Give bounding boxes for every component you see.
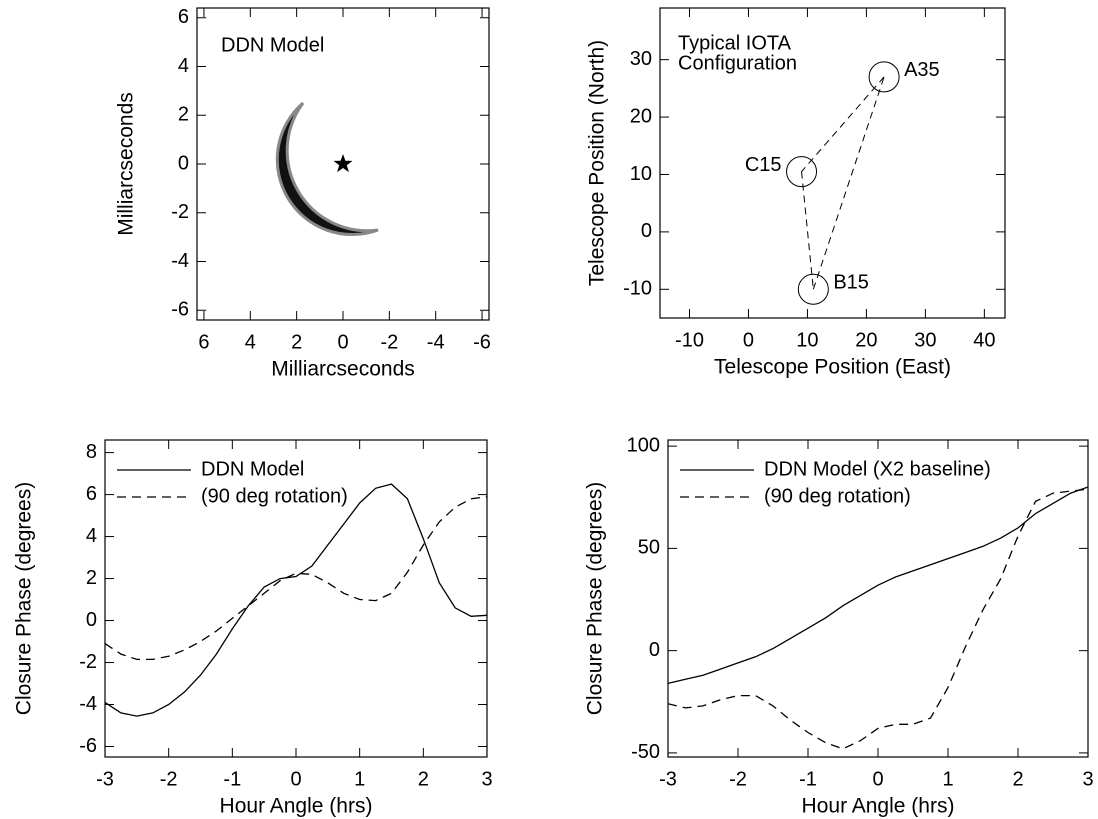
x-tick-label: 3 — [1082, 768, 1093, 790]
y-tick-label: 0 — [649, 639, 660, 661]
telescope — [786, 156, 818, 188]
x-tick-label: 2 — [291, 331, 302, 353]
y-tick-label: 0 — [641, 220, 652, 242]
y-tick-label: -4 — [171, 250, 189, 272]
series-line — [104, 496, 488, 661]
x-tick-label: -2 — [380, 331, 398, 353]
x-axis-label: Milliarcseconds — [271, 358, 415, 381]
y-tick-label: 0 — [86, 609, 97, 631]
star-marker — [333, 154, 353, 173]
y-tick-label: 2 — [178, 104, 189, 126]
x-tick-label: 30 — [914, 329, 936, 351]
y-tick-label: 30 — [630, 48, 652, 70]
x-tick-label: 1 — [354, 768, 365, 790]
series-line — [667, 488, 1089, 750]
x-tick-label: -10 — [675, 329, 704, 351]
y-tick-label: -4 — [79, 693, 97, 715]
x-tick-label: -4 — [427, 331, 445, 353]
legend-label: DDN Model (X2 baseline) — [764, 458, 991, 480]
annotation: DDN Model — [221, 34, 324, 56]
y-tick-label: -2 — [171, 201, 189, 223]
y-tick-label: 4 — [86, 525, 97, 547]
x-tick-label: 0 — [743, 329, 754, 351]
x-axis-label: Hour Angle (hrs) — [220, 795, 373, 818]
x-tick-label: -2 — [160, 768, 178, 790]
annotation: Typical IOTA — [678, 32, 792, 54]
y-tick-label: -50 — [631, 741, 660, 763]
legend-label: DDN Model — [201, 458, 304, 480]
x-tick-label: -1 — [799, 768, 817, 790]
telescope-label: C15 — [745, 154, 782, 176]
y-tick-label: 8 — [86, 441, 97, 463]
y-tick-label: 50 — [638, 537, 660, 559]
x-axis-label: Hour Angle (hrs) — [802, 795, 955, 818]
y-tick-label: -10 — [623, 278, 652, 300]
y-tick-label: 4 — [178, 55, 189, 77]
x-tick-label: -2 — [729, 768, 747, 790]
x-tick-label: 4 — [245, 331, 256, 353]
x-axis-label: Telescope Position (East) — [714, 356, 951, 379]
x-tick-label: 0 — [337, 331, 348, 353]
y-tick-label: 20 — [630, 105, 652, 127]
baseline-link — [812, 76, 885, 290]
series-line — [667, 486, 1089, 685]
telescope-label: B15 — [833, 272, 869, 294]
y-axis-label: Closure Phase (degrees) — [584, 482, 607, 715]
x-tick-label: 20 — [855, 329, 877, 351]
crescent-image — [275, 101, 379, 237]
telescope — [868, 61, 900, 93]
y-tick-label: 10 — [630, 163, 652, 185]
x-tick-label: 1 — [942, 768, 953, 790]
x-tick-label: 3 — [481, 768, 492, 790]
legend-label: (90 deg rotation) — [201, 485, 348, 507]
baseline-link — [801, 76, 885, 172]
y-tick-label: 0 — [178, 152, 189, 174]
y-axis-label: Closure Phase (degrees) — [13, 482, 36, 715]
y-tick-label: -2 — [79, 651, 97, 673]
y-tick-label: -6 — [171, 299, 189, 321]
x-tick-label: 0 — [872, 768, 883, 790]
x-tick-label: 40 — [973, 329, 995, 351]
x-tick-label: 2 — [1012, 768, 1023, 790]
x-tick-label: 10 — [796, 329, 818, 351]
plot-frame — [659, 7, 1006, 319]
y-tick-label: 100 — [627, 434, 660, 456]
telescope-label: A35 — [904, 59, 940, 81]
y-tick-label: 2 — [86, 567, 97, 589]
series-line — [104, 483, 488, 717]
annotation: Configuration — [678, 52, 797, 74]
baseline-link — [801, 171, 814, 290]
y-tick-label: 6 — [86, 483, 97, 505]
telescope — [797, 273, 829, 305]
x-tick-label: -6 — [473, 331, 491, 353]
x-tick-label: 2 — [418, 768, 429, 790]
y-axis-label: Telescope Position (North) — [586, 40, 609, 286]
x-tick-label: 0 — [290, 768, 301, 790]
x-tick-label: 6 — [198, 331, 209, 353]
y-tick-label: 6 — [178, 6, 189, 28]
y-axis-label: Milliarcseconds — [115, 92, 138, 236]
x-tick-label: -3 — [96, 768, 114, 790]
y-tick-label: -6 — [79, 735, 97, 757]
x-tick-label: -3 — [659, 768, 677, 790]
x-tick-label: -1 — [223, 768, 241, 790]
legend-label: (90 deg rotation) — [764, 485, 911, 507]
